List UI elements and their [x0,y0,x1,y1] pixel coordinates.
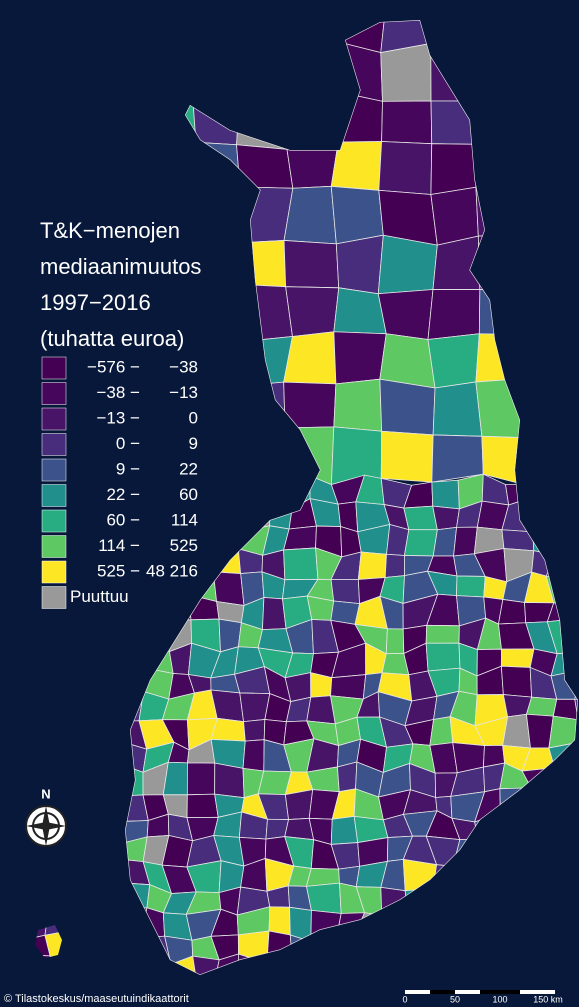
scale-label: 150 km [533,994,563,1004]
municipality [432,480,460,509]
municipality [431,187,478,245]
municipality [286,287,339,337]
municipality [331,186,383,244]
municipality [433,506,460,530]
municipality [457,576,486,597]
municipality [380,379,435,435]
municipality [215,763,245,798]
legend-from: 0 − [116,434,140,453]
municipality [501,666,531,697]
north-label: N [41,786,50,801]
municipality [284,332,336,384]
legend-title: (tuhatta euroa) [40,326,184,351]
legend-from: −576 − [87,357,140,376]
legend-to: 22 [179,459,198,478]
legend-from: 114 − [98,536,140,555]
legend-swatch [42,510,66,532]
legend-swatch [42,561,66,583]
scale-label: 100 [492,994,507,1004]
legend-swatch [42,357,66,379]
legend-from: 60 − [106,510,140,529]
legend-swatch [42,536,66,558]
legend-to: −38 [169,357,198,376]
municipality [331,427,381,485]
municipality [428,334,479,388]
municipality [385,554,404,577]
municipality [284,548,318,580]
legend-to: 525 [170,536,198,555]
municipality [433,527,456,556]
municipality [426,643,460,671]
municipality [334,379,382,431]
municipality [285,818,314,839]
municipality [501,649,534,667]
legend-to: 48 216 [146,561,198,580]
municipality [331,579,360,603]
legend-from: −38 − [97,383,141,402]
municipality [244,719,265,741]
municipality [454,527,478,556]
municipality [381,43,431,101]
scale-label: 0 [402,994,407,1004]
municipality [331,675,366,699]
municipality [426,625,459,643]
municipality [404,530,437,556]
legend-swatch [42,383,66,405]
municipality [381,431,433,482]
municipality [430,717,453,746]
municipality [498,599,525,624]
municipality [503,714,531,748]
legend-title: mediaanimuutos [40,254,201,279]
municipality [306,883,341,913]
legend-swatch [42,408,66,430]
municipality [243,740,264,771]
legend-to: −13 [169,383,198,402]
municipality [428,290,480,340]
legend-swatch [42,459,66,481]
legend-swatch [42,485,66,507]
legend-to: 0 [189,408,198,427]
municipality [284,526,317,550]
legend-swatch [42,587,66,609]
municipality [379,141,432,194]
legend-title: T&K−menojen [40,218,180,243]
municipality [284,240,339,287]
municipality [211,718,245,741]
legend-from: 9 − [116,459,140,478]
scale-label: 50 [450,994,460,1004]
legend-title: 1997−2016 [40,290,151,315]
municipality [358,552,386,579]
municipality [331,816,358,844]
municipality [285,790,312,820]
municipality [378,290,433,340]
municipality [432,435,483,482]
legend-from: 22 − [106,485,140,504]
municipality [334,332,386,384]
legend-from: 525 − [97,561,140,580]
municipality [382,101,432,144]
municipality [526,697,556,716]
credit: © Tilastokeskus/maaseutuindikaattorit [4,993,189,1005]
legend-from: −13 − [97,408,141,427]
legend-missing: Puuttuu [70,587,129,606]
municipality [284,186,336,244]
municipality [433,382,482,436]
legend-to: 114 [171,510,198,529]
municipality [378,235,437,294]
municipality [336,235,383,294]
municipality [187,763,214,795]
legend-swatch [42,434,66,456]
legend-to: 9 [189,434,198,453]
municipality [404,506,438,530]
municipality [380,334,435,388]
legend-to: 60 [179,485,198,504]
map: T&K−menojen mediaanimuutos 1997−2016 (tuhat… [0,0,579,1007]
municipality [337,762,356,792]
municipality [187,794,218,818]
municipality [386,629,404,654]
municipality [269,907,290,935]
